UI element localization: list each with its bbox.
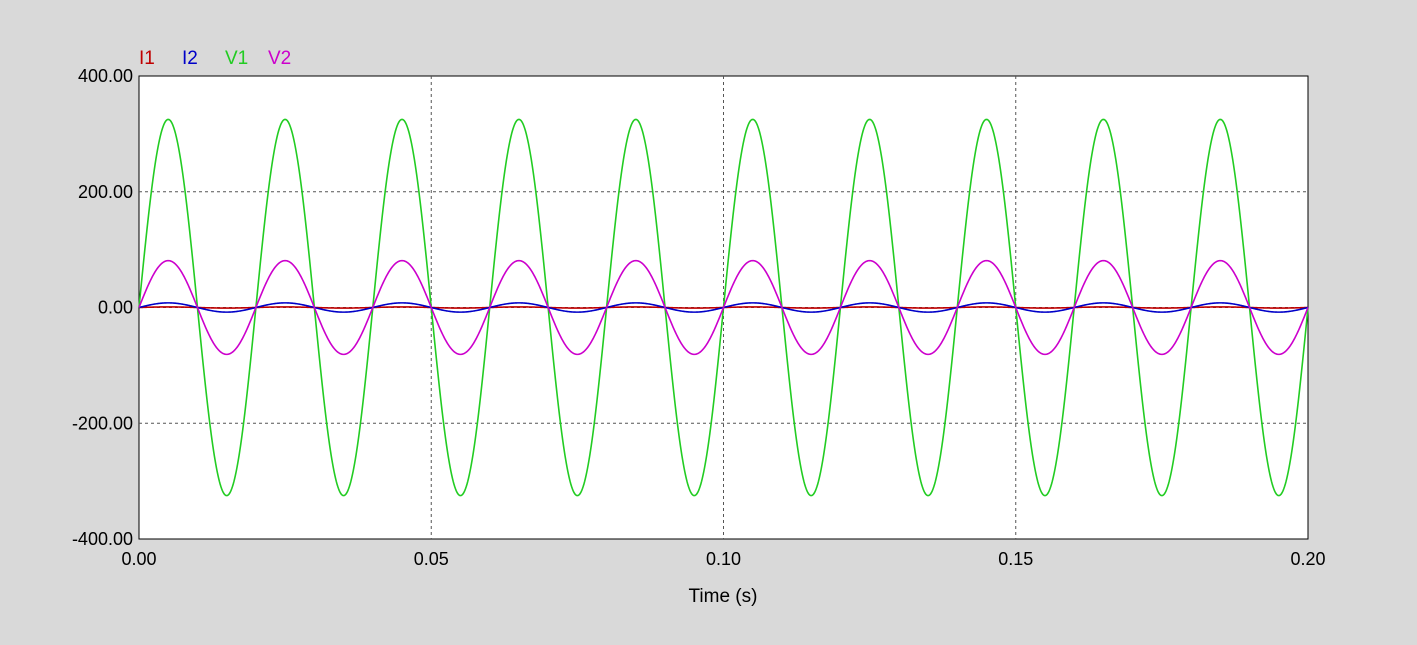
- x-axis-title: Time (s): [689, 586, 758, 607]
- y-axis-ticks: 400.00 200.00 0.00 -200.00 -400.00: [72, 66, 133, 549]
- legend: I1 I2 V1 V2: [139, 48, 291, 69]
- legend-item-v2: V2: [268, 48, 291, 69]
- x-tick-label: 0.20: [1290, 549, 1325, 569]
- legend-item-v1: V1: [225, 48, 248, 69]
- x-axis-ticks: 0.00 0.05 0.10 0.15 0.20: [121, 549, 1325, 569]
- x-tick-label: 0.00: [121, 549, 156, 569]
- x-tick-label: 0.05: [414, 549, 449, 569]
- series-group: [138, 118, 1309, 497]
- y-tick-label: 0.00: [98, 298, 133, 318]
- legend-item-i2: I2: [182, 48, 198, 69]
- y-tick-label: -400.00: [72, 529, 133, 549]
- x-tick-label: 0.10: [706, 549, 741, 569]
- y-tick-label: -200.00: [72, 413, 133, 433]
- legend-item-i1: I1: [139, 48, 155, 69]
- x-tick-label: 0.15: [998, 549, 1033, 569]
- y-tick-label: 400.00: [78, 66, 133, 86]
- series-line-v2: [138, 259, 1309, 356]
- y-tick-label: 200.00: [78, 182, 133, 202]
